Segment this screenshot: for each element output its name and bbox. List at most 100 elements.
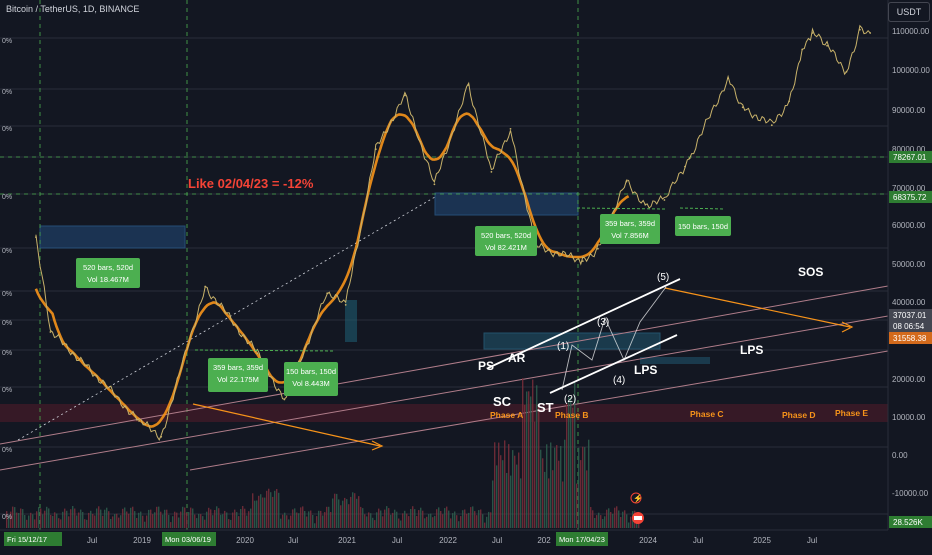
volume-bar bbox=[96, 508, 98, 528]
volume-bar bbox=[50, 514, 52, 528]
volume-bar bbox=[198, 513, 200, 528]
volume-bar bbox=[176, 512, 178, 528]
volume-bar bbox=[288, 519, 290, 528]
volume-bar bbox=[544, 471, 546, 528]
volume-bar bbox=[322, 515, 324, 528]
price-point bbox=[204, 285, 207, 288]
volume-bar bbox=[88, 512, 90, 528]
volume-bar bbox=[408, 516, 410, 528]
volume-bar bbox=[172, 516, 174, 528]
volume-bar bbox=[124, 507, 126, 528]
volume-bar bbox=[486, 516, 488, 528]
measure-box-line1: 150 bars, 150d bbox=[678, 222, 728, 231]
volume-bar bbox=[174, 511, 176, 528]
wave-label: (5) bbox=[657, 272, 669, 283]
wave-label: (3) bbox=[597, 317, 609, 328]
volume-bar bbox=[420, 507, 422, 528]
volume-bar bbox=[590, 507, 592, 528]
volume-bar bbox=[464, 509, 466, 528]
time-axis[interactable]: Jul 2019 2020 Jul 2021 Jul 2022 Jul 202 2024 Jul 20… bbox=[4, 532, 817, 546]
volume-bar bbox=[246, 515, 248, 528]
price-point bbox=[509, 127, 512, 130]
volume-bar bbox=[414, 509, 416, 528]
time-highlight-bg bbox=[556, 532, 608, 546]
volume-bar bbox=[12, 506, 14, 528]
volume-bar bbox=[378, 508, 380, 528]
volume-bar bbox=[274, 490, 276, 528]
volume-bar bbox=[64, 508, 66, 528]
volume-bar bbox=[20, 508, 22, 528]
orange-line-2 bbox=[664, 287, 851, 328]
volume-bar bbox=[394, 509, 396, 528]
volume-bar bbox=[42, 514, 44, 528]
volume-bar bbox=[148, 509, 150, 528]
volume-bar bbox=[554, 447, 556, 528]
volume-bar bbox=[454, 511, 456, 528]
volume-bar bbox=[104, 509, 106, 528]
volume-bar bbox=[164, 509, 166, 528]
volume-bar bbox=[410, 509, 412, 528]
volume-bar bbox=[468, 512, 470, 528]
volume-bar bbox=[382, 516, 384, 528]
volume-bar bbox=[532, 379, 534, 528]
volume-bar bbox=[406, 513, 408, 528]
volume-bar bbox=[208, 507, 210, 528]
volume-bar bbox=[232, 512, 234, 528]
volume-bar bbox=[422, 510, 424, 528]
volume-bar bbox=[606, 509, 608, 528]
volume-bar bbox=[306, 516, 308, 528]
time-tick-label: Jul bbox=[492, 536, 502, 545]
volume-bar bbox=[552, 470, 554, 528]
lightning-icon[interactable] bbox=[630, 492, 642, 504]
wyckoff-label: SC bbox=[493, 394, 512, 409]
volume-bar bbox=[44, 510, 46, 528]
zone-box-2 bbox=[434, 192, 579, 216]
volume-bar bbox=[126, 511, 128, 528]
volume-bar bbox=[290, 515, 292, 528]
volume-bar bbox=[144, 521, 146, 528]
currency-button[interactable]: USDT bbox=[888, 2, 930, 22]
price-tick-label: 80000.00 bbox=[892, 145, 926, 154]
volume-bar bbox=[600, 515, 602, 528]
volume-bar bbox=[130, 507, 132, 528]
volume-bar bbox=[142, 515, 144, 528]
volume-bar bbox=[376, 512, 378, 528]
volume-bar bbox=[146, 515, 148, 528]
volume-bar bbox=[328, 506, 330, 528]
volume-bar bbox=[190, 507, 192, 528]
price-label: 37037.01 bbox=[893, 311, 927, 320]
volume-bar bbox=[516, 464, 518, 528]
volume-bar bbox=[564, 439, 566, 528]
volume-bar bbox=[518, 452, 520, 528]
volume-bar bbox=[228, 519, 230, 528]
percent-tick-label: 0% bbox=[2, 248, 12, 255]
volume-bar bbox=[432, 517, 434, 528]
volume-bar bbox=[572, 407, 574, 528]
volume-bar bbox=[302, 506, 304, 528]
volume-bar bbox=[140, 511, 142, 528]
percent-tick-label: 0% bbox=[2, 291, 12, 298]
price-point bbox=[811, 32, 814, 34]
volume-bar bbox=[82, 512, 84, 528]
volume-bar bbox=[320, 510, 322, 528]
volume-bar bbox=[40, 508, 42, 528]
price-axis[interactable]: 110000.00 100000.00 90000.00 80000.00 70000.… bbox=[889, 27, 932, 528]
volume-bar bbox=[102, 515, 104, 528]
volume-bar bbox=[384, 509, 386, 528]
volume-bar bbox=[46, 506, 48, 528]
volume-bar bbox=[326, 506, 328, 528]
volume-bar bbox=[610, 512, 612, 528]
volume-bar bbox=[308, 511, 310, 528]
measure-box bbox=[208, 358, 268, 392]
volume-bar bbox=[514, 455, 516, 528]
price-label-bg bbox=[889, 332, 932, 344]
volume-bar bbox=[628, 522, 630, 528]
percent-tick-label: 0% bbox=[2, 38, 12, 45]
volume-bar bbox=[48, 508, 50, 528]
measure-box bbox=[675, 216, 731, 236]
volume-bar bbox=[118, 517, 120, 528]
green-arrow-line-3 bbox=[679, 207, 726, 210]
wyckoff-label: SOS bbox=[798, 265, 823, 279]
